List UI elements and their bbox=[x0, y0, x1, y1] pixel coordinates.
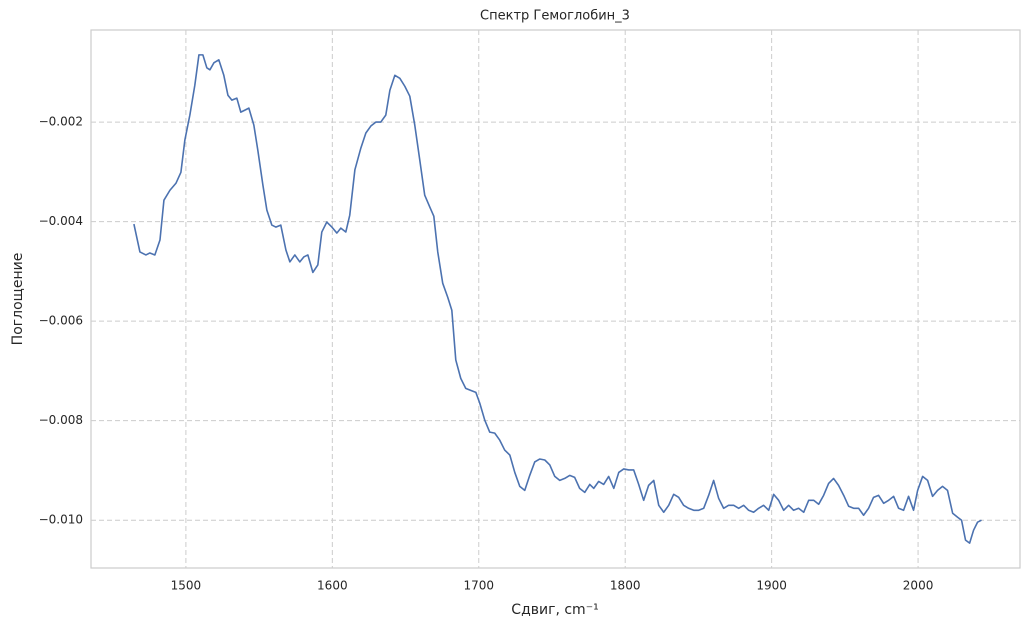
plot-frame bbox=[90, 29, 1021, 569]
y-tick-label: −0.008 bbox=[39, 413, 83, 427]
x-tick-label: 1700 bbox=[463, 579, 494, 593]
y-axis-label: Поглощение bbox=[10, 253, 26, 346]
y-tick-label: −0.002 bbox=[39, 115, 83, 129]
x-tick-label: 1500 bbox=[171, 579, 202, 593]
x-tick-label: 2000 bbox=[903, 579, 934, 593]
y-tick-label: −0.006 bbox=[39, 314, 83, 328]
chart-title: Спектр Гемоглобин_3 bbox=[480, 9, 630, 24]
y-tick-label: −0.010 bbox=[39, 513, 83, 527]
x-tick-label: 1600 bbox=[317, 579, 348, 593]
y-tick-label: −0.004 bbox=[39, 214, 83, 228]
data-line bbox=[133, 54, 982, 544]
x-tick-label: 1900 bbox=[756, 579, 787, 593]
x-axis-label: Сдвиг, cm⁻¹ bbox=[511, 602, 598, 618]
x-tick-label: 1800 bbox=[610, 579, 641, 593]
